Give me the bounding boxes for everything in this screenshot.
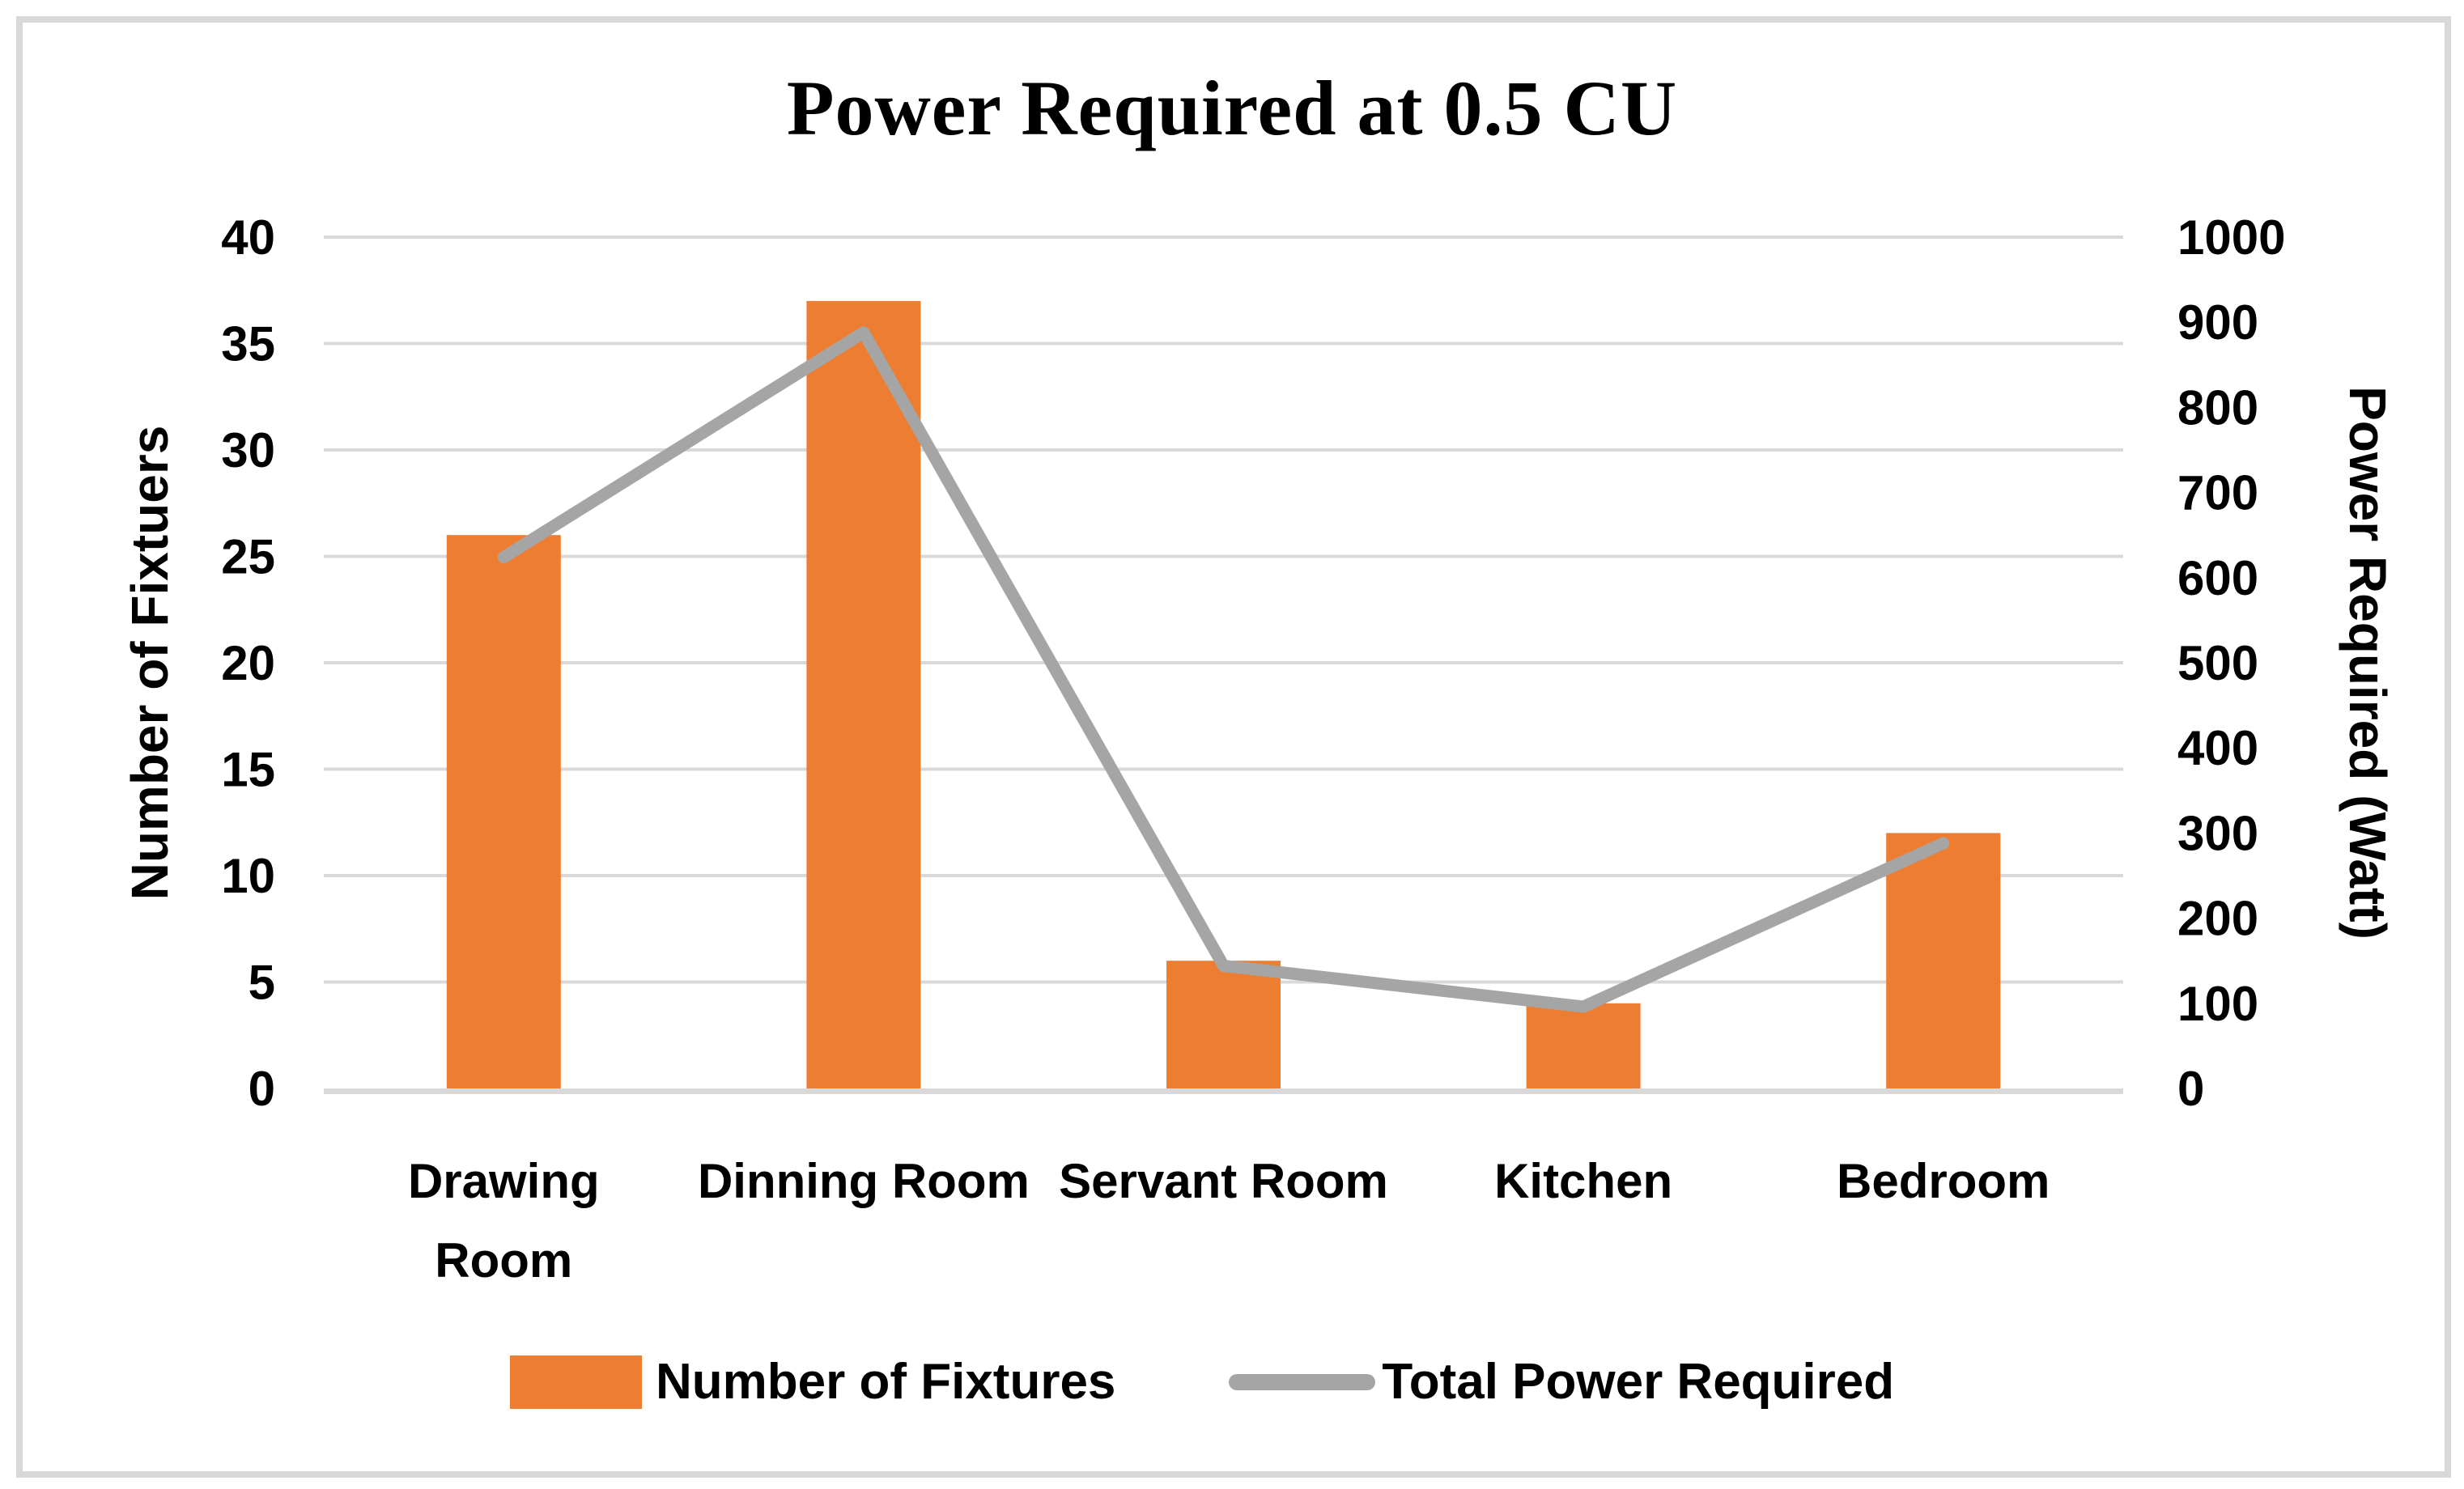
left-axis-tick-label: 10	[221, 849, 275, 903]
legend-item-fixtures: Number of Fixtures	[510, 1353, 1115, 1411]
bar-drawing-room	[446, 535, 561, 1088]
right-axis-tick-label: 0	[2177, 1062, 2204, 1116]
category-label: Bedroom	[1837, 1154, 2050, 1208]
bar-dinning-room	[806, 300, 921, 1088]
line-series	[497, 326, 1950, 1013]
right-axis-title: Power Required (Watt)	[2339, 386, 2397, 940]
legend-item-power: Total Power Required	[1229, 1353, 1894, 1411]
left-axis-tick-label: 5	[249, 956, 275, 1010]
bar-servant-room	[1166, 961, 1281, 1088]
right-axis-tick-label: 700	[2177, 466, 2258, 520]
category-label: Drawing	[408, 1154, 600, 1208]
left-axis-tick-label: 30	[221, 423, 275, 477]
right-axis-tick-label: 800	[2177, 380, 2258, 435]
left-axis-tick-label: 15	[221, 743, 275, 797]
bar-bedroom	[1886, 833, 2001, 1088]
category-label: Servant Room	[1059, 1154, 1388, 1208]
chart-title: Power Required at 0.5 CU	[786, 65, 1678, 151]
category-label: Dinning Room	[698, 1154, 1030, 1208]
chart-outer-border	[16, 16, 2451, 1478]
left-axis-tick-label: 0	[249, 1062, 275, 1116]
left-axis-tick-label: 25	[221, 530, 275, 584]
line-series-swatch-icon	[1229, 1373, 1376, 1390]
legend-label-power: Total Power Required	[1382, 1354, 1895, 1410]
bar-series-swatch-icon	[510, 1355, 642, 1409]
right-axis-tick-label: 100	[2177, 977, 2258, 1031]
right-axis-tick-label: 400	[2177, 721, 2258, 775]
right-axis-tick-label: 600	[2177, 551, 2258, 605]
bar-kitchen	[1526, 1003, 1641, 1088]
left-axis-tick-label: 35	[221, 317, 275, 371]
legend: Number of Fixtures Total Power Required	[510, 1353, 1894, 1411]
legend-label-fixtures: Number of Fixtures	[656, 1354, 1116, 1410]
left-axis-tick-label: 20	[221, 636, 275, 690]
right-axis-tick-label: 200	[2177, 892, 2258, 946]
right-axis-tick-label: 300	[2177, 806, 2258, 860]
left-axis-title: Number of Fixtuers	[121, 425, 179, 901]
right-axis-tick-label: 900	[2177, 295, 2258, 350]
right-axis-tick-label: 1000	[2177, 210, 2285, 265]
right-axis-tick-label: 500	[2177, 636, 2258, 690]
left-axis-tick-label: 40	[221, 210, 275, 265]
category-label: Room	[435, 1233, 572, 1287]
category-label: Kitchen	[1494, 1154, 1672, 1208]
